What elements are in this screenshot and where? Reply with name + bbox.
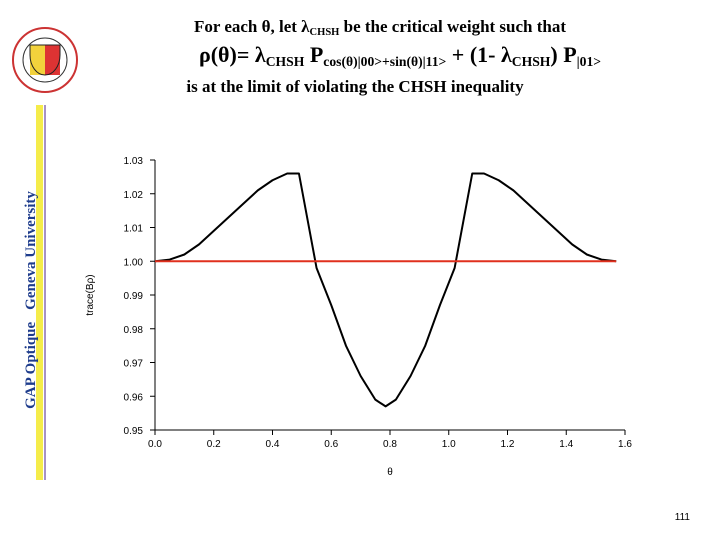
- logo: [12, 27, 78, 93]
- x-tick-label: 0.6: [324, 439, 338, 450]
- y-axis-label: trace(Bρ): [85, 274, 96, 315]
- page-number: 111: [675, 512, 691, 523]
- title-line: For each θ, let λCHSH be the critical we…: [194, 17, 566, 38]
- side-text-part: Geneva University: [23, 191, 39, 310]
- y-tick-label: 0.95: [124, 426, 144, 437]
- title-text: + (1- λ: [446, 42, 512, 67]
- x-tick-label: 0.2: [207, 439, 221, 450]
- title-subscript: CHSH: [310, 27, 341, 38]
- y-tick-label: 0.98: [124, 325, 144, 336]
- title-text: be the critical weight such that: [339, 17, 566, 36]
- title-text: For each θ, let λ: [194, 17, 310, 36]
- title-text: P: [304, 42, 323, 67]
- x-axis-label: θ: [387, 467, 393, 478]
- x-tick-label: 1.2: [501, 439, 515, 450]
- y-tick-label: 0.99: [124, 291, 144, 302]
- title-text: is at the limit of violating the CHSH in…: [186, 77, 524, 96]
- y-tick-label: 1.01: [124, 224, 144, 235]
- title-line: is at the limit of violating the CHSH in…: [186, 77, 524, 96]
- title-subscript: CHSH: [512, 54, 551, 69]
- x-tick-label: 0.4: [266, 439, 280, 450]
- y-tick-label: 1.00: [124, 257, 144, 268]
- y-tick-label: 1.02: [124, 190, 144, 201]
- x-tick-label: 0.8: [383, 439, 397, 450]
- title-text: ) P: [550, 42, 576, 67]
- title-subscript: cos(θ)|00>+sin(θ)|11>: [323, 54, 446, 70]
- title-line: ρ(θ)= λCHSH Pcos(θ)|00>+sin(θ)|11> + (1-…: [199, 42, 601, 70]
- y-tick-label: 0.96: [124, 392, 144, 403]
- side-text-part: GAP Optique: [23, 321, 39, 408]
- x-tick-label: 1.6: [618, 439, 632, 450]
- title-text: ρ(θ)= λ: [199, 42, 266, 67]
- x-tick-label: 1.4: [559, 439, 573, 450]
- title-subscript: CHSH: [266, 54, 305, 69]
- x-tick-label: 1.0: [442, 439, 456, 450]
- title-subscript: |01>: [577, 54, 602, 69]
- side-text: GAP Optique Geneva University: [23, 191, 39, 409]
- series-line: [154, 172, 617, 408]
- x-tick-label: 0.0: [148, 439, 162, 450]
- side-bar: [36, 105, 43, 480]
- y-tick-label: 0.97: [124, 359, 144, 370]
- y-tick-label: 1.03: [124, 156, 144, 167]
